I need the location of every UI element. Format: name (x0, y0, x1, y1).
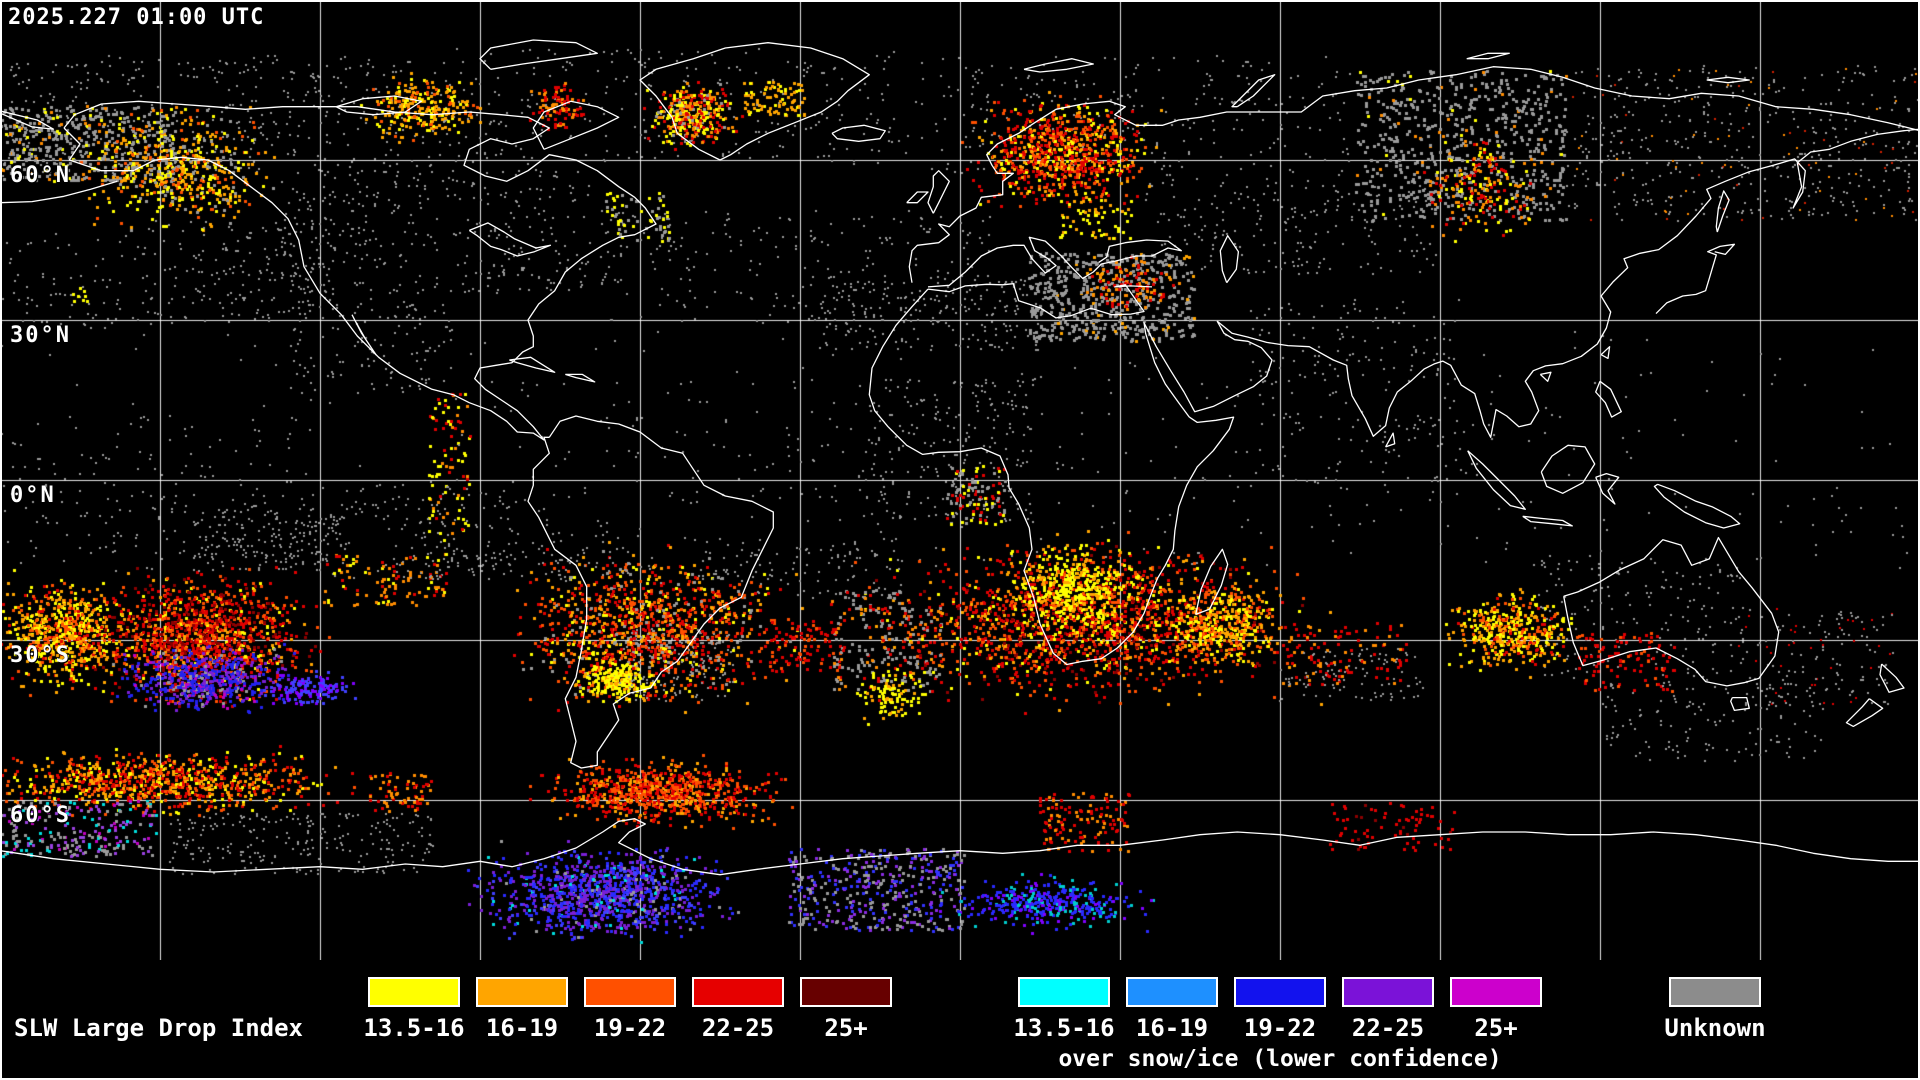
coastline-path (532, 100, 620, 150)
snowice-1-label: 16-19 (1135, 1014, 1209, 1042)
latitude-label: 60°S (10, 803, 71, 828)
coastline-path (527, 415, 774, 769)
coastline-path (1879, 663, 1905, 693)
coastline-path (1563, 536, 1780, 687)
coastline-path (831, 124, 886, 142)
standard-3-swatch (692, 977, 784, 1007)
standard-1-swatch (476, 977, 568, 1007)
coastline-path (1715, 190, 1730, 233)
coastline-path (927, 170, 950, 214)
coastlines-layer (0, 39, 1920, 876)
coastline-path (927, 283, 1153, 319)
data-pixels-canvas (0, 0, 1920, 960)
coastline-path (1522, 515, 1573, 527)
coastline-path (1653, 483, 1741, 529)
latitude-label: 0°N (10, 483, 56, 508)
latitude-label: 30°S (10, 643, 71, 668)
unknown-swatch (1669, 977, 1761, 1007)
coastline-path (1540, 444, 1596, 494)
coastline-path (868, 288, 1235, 666)
coastline-path (1143, 320, 1273, 418)
coastline-path (479, 39, 598, 70)
coastline-path (1706, 76, 1750, 84)
snow-ice-caption: over snow/ice (lower confidence) (1058, 1046, 1502, 1072)
standard-1-label: 16-19 (485, 1014, 559, 1042)
snowice-1-swatch (1126, 977, 1218, 1007)
coastline-path (509, 356, 556, 373)
coastline-path (351, 314, 377, 356)
snowice-3-swatch (1342, 977, 1434, 1007)
legend-title: SLW Large Drop Index (14, 1014, 303, 1042)
coastline-path (1231, 74, 1276, 108)
coastline-path (1195, 548, 1229, 616)
timestamp-label: 2025.227 01:00 UTC (8, 5, 265, 30)
coastline-path (1467, 450, 1526, 510)
standard-4-swatch (800, 977, 892, 1007)
coastline-path (0, 110, 54, 130)
coastline-path (0, 180, 118, 204)
standard-4-label: 25+ (824, 1014, 868, 1042)
standard-3-label: 22-25 (701, 1014, 775, 1042)
coastline-path (639, 42, 870, 161)
snowice-2-label: 19-22 (1243, 1014, 1317, 1042)
coastline-path (906, 191, 929, 204)
snowice-3-label: 22-25 (1351, 1014, 1425, 1042)
coastline-path (335, 95, 422, 116)
snowice-0-label: 13.5-16 (1013, 1014, 1115, 1042)
standard-0-label: 13.5-16 (363, 1014, 465, 1042)
coastline-path (468, 222, 552, 257)
coastline-path (63, 100, 657, 441)
snowice-0-swatch (1018, 977, 1110, 1007)
legend-bar: SLW Large Drop Index 13.5-16 16-19 19-22 22… (0, 960, 1920, 1080)
coastline-path (1595, 472, 1620, 505)
latitude-label: 30°N (10, 323, 71, 348)
coastline-path (1600, 346, 1611, 360)
coastline-path (1466, 52, 1510, 60)
coastline-path (0, 818, 1920, 876)
coastline-path (1595, 380, 1622, 418)
standard-2-label: 19-22 (593, 1014, 667, 1042)
snowice-4-swatch (1450, 977, 1542, 1007)
coastline-path (1023, 58, 1094, 73)
coastline-path (1539, 371, 1552, 382)
standard-0-swatch (368, 977, 460, 1007)
coastline-path (908, 66, 1920, 283)
coastline-path (1655, 243, 1736, 315)
coastline-path (927, 236, 1182, 288)
world-map: 2025.227 01:00 UTC 60°N 30°N 0°N 30°S 60°S (0, 0, 1920, 960)
coastline-path (1216, 128, 1920, 438)
snowice-2-swatch (1234, 977, 1326, 1007)
coastline-path (1385, 432, 1396, 448)
latitude-label: 60°N (10, 163, 71, 188)
standard-2-swatch (584, 977, 676, 1007)
unknown-label: Unknown (1664, 1014, 1766, 1042)
coastline-path (1845, 698, 1884, 728)
coastline-path (1219, 235, 1240, 284)
coastline-path (565, 373, 596, 383)
coastline-path (1730, 696, 1750, 712)
snowice-4-label: 25+ (1474, 1014, 1518, 1042)
